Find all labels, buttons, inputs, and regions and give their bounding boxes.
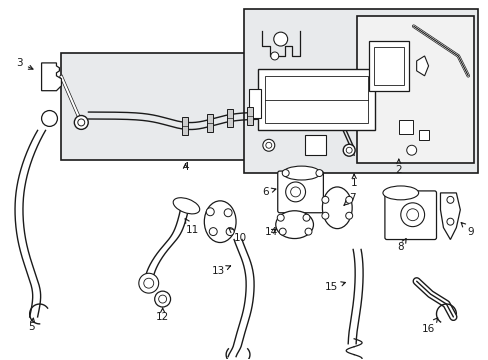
Ellipse shape [382,186,418,200]
Text: 2: 2 [395,159,401,175]
Text: 6: 6 [262,187,275,197]
Circle shape [321,212,328,219]
Bar [304,135,325,155]
Circle shape [303,214,309,221]
Circle shape [343,144,354,156]
Circle shape [277,214,284,221]
Bar [246,107,252,125]
Text: 7: 7 [343,193,355,206]
Circle shape [209,228,217,235]
Circle shape [225,228,234,235]
Bar [207,114,213,132]
Circle shape [345,196,352,203]
Polygon shape [416,56,427,76]
Bar [257,69,374,130]
Bar [248,89,260,118]
Circle shape [321,196,328,203]
Circle shape [206,208,214,216]
Circle shape [74,116,88,129]
Text: 15: 15 [324,282,345,292]
Text: 10: 10 [228,228,246,243]
Ellipse shape [282,166,320,180]
Bar [373,47,403,85]
Circle shape [400,203,424,227]
Text: 4: 4 [182,162,188,172]
Circle shape [139,273,158,293]
Text: 8: 8 [397,239,405,252]
Bar [356,16,473,163]
Text: 3: 3 [17,58,33,69]
Circle shape [305,228,311,235]
Bar [264,76,367,123]
Bar [182,117,188,135]
Ellipse shape [173,198,199,214]
Circle shape [158,295,166,303]
Circle shape [41,111,57,126]
Ellipse shape [322,187,351,229]
Bar [368,41,408,91]
Bar [61,53,353,160]
Text: 12: 12 [156,308,169,322]
Text: 16: 16 [421,318,437,334]
FancyBboxPatch shape [384,191,436,239]
Text: 14: 14 [264,226,278,237]
Text: 1: 1 [350,174,357,188]
Bar [398,121,412,134]
Circle shape [406,145,416,155]
Ellipse shape [204,201,236,243]
Circle shape [154,291,170,307]
Circle shape [78,119,84,126]
Text: 13: 13 [211,266,230,276]
Circle shape [282,170,288,176]
Bar [418,130,427,140]
Circle shape [224,209,232,217]
Circle shape [345,212,352,219]
Text: 5: 5 [28,318,35,332]
Circle shape [270,52,278,60]
Circle shape [346,147,351,153]
Polygon shape [440,193,459,239]
Polygon shape [41,63,61,91]
Bar [226,109,233,127]
Text: 11: 11 [185,219,199,235]
Circle shape [265,142,271,148]
Circle shape [263,139,274,151]
Circle shape [446,218,453,225]
Circle shape [143,278,153,288]
Circle shape [285,182,305,202]
Circle shape [446,196,453,203]
Circle shape [279,228,285,235]
Ellipse shape [275,211,313,239]
Circle shape [315,170,322,176]
Circle shape [406,209,418,221]
Bar [244,9,477,173]
Text: 9: 9 [460,222,472,237]
Circle shape [290,187,300,197]
Circle shape [273,32,287,46]
FancyBboxPatch shape [277,171,323,213]
